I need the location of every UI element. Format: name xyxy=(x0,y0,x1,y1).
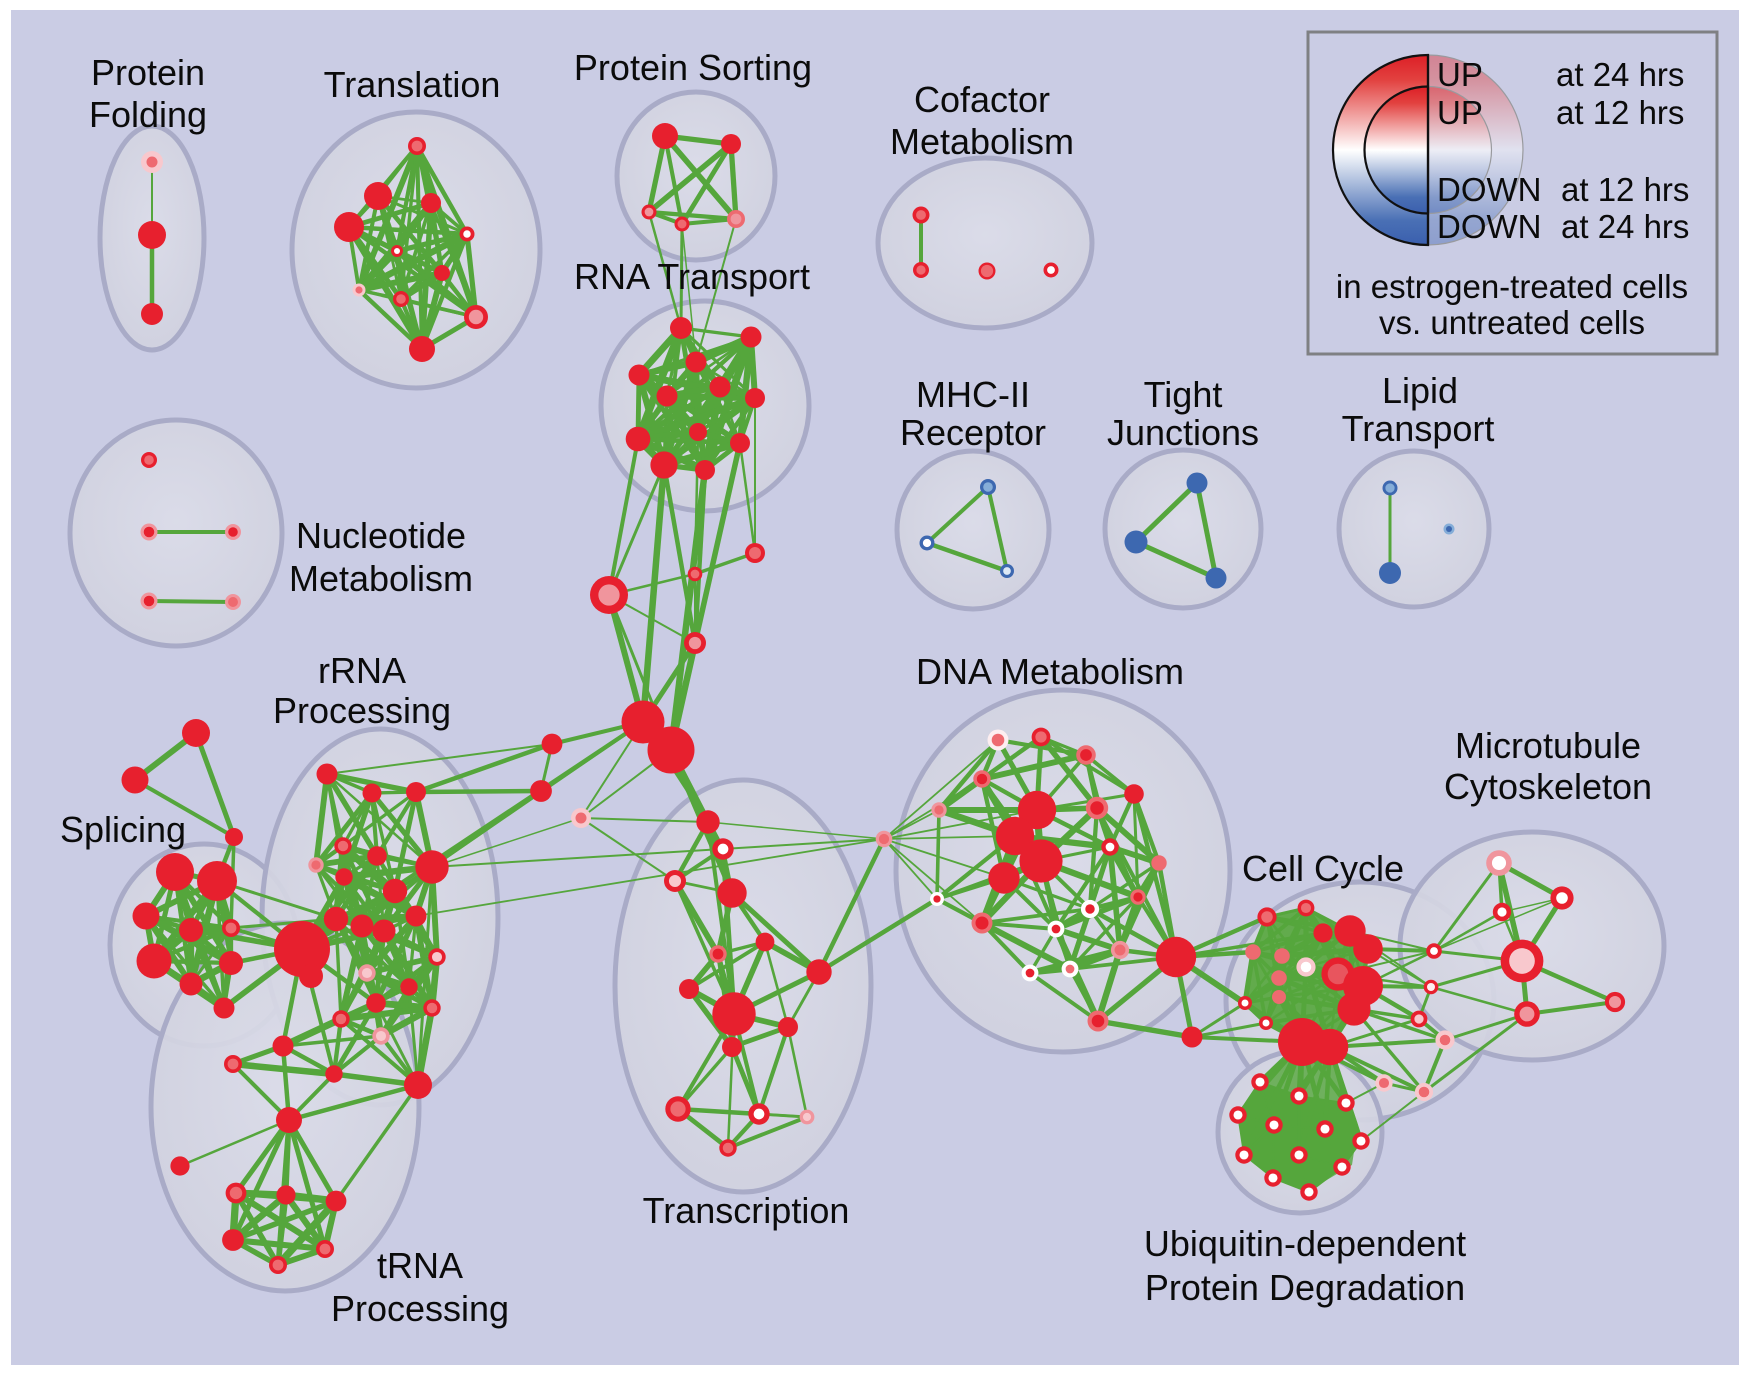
svg-text:tRNA: tRNA xyxy=(377,1245,463,1286)
svg-text:UP: UP xyxy=(1437,56,1483,93)
svg-text:in estrogen-treated cells: in estrogen-treated cells xyxy=(1336,268,1688,305)
svg-text:at 12 hrs: at 12 hrs xyxy=(1556,94,1684,131)
svg-text:Protein Sorting: Protein Sorting xyxy=(574,47,812,88)
svg-text:Splicing: Splicing xyxy=(60,809,186,850)
svg-text:Ubiquitin-dependent: Ubiquitin-dependent xyxy=(1144,1223,1466,1264)
svg-text:at 12 hrs: at 12 hrs xyxy=(1561,171,1689,208)
svg-text:at 24 hrs: at 24 hrs xyxy=(1556,56,1684,93)
svg-text:vs. untreated cells: vs. untreated cells xyxy=(1379,304,1645,341)
svg-text:Cell Cycle: Cell Cycle xyxy=(1242,848,1404,889)
svg-text:Nucleotide: Nucleotide xyxy=(296,515,466,556)
svg-text:Tight: Tight xyxy=(1144,374,1223,415)
svg-text:Processing: Processing xyxy=(331,1288,509,1329)
svg-text:DOWN: DOWN xyxy=(1437,208,1541,245)
svg-text:at 24 hrs: at 24 hrs xyxy=(1561,208,1689,245)
svg-text:Protein: Protein xyxy=(91,52,205,93)
svg-text:Lipid: Lipid xyxy=(1382,370,1458,411)
svg-text:Cofactor: Cofactor xyxy=(914,79,1050,120)
svg-text:DNA Metabolism: DNA Metabolism xyxy=(916,651,1184,692)
svg-text:UP: UP xyxy=(1437,94,1483,131)
svg-text:Folding: Folding xyxy=(89,94,207,135)
svg-text:RNA Transport: RNA Transport xyxy=(574,256,810,297)
svg-text:Transport: Transport xyxy=(1342,408,1495,449)
svg-text:Cytoskeleton: Cytoskeleton xyxy=(1444,766,1652,807)
svg-text:Junctions: Junctions xyxy=(1107,412,1259,453)
svg-text:DOWN: DOWN xyxy=(1437,171,1541,208)
svg-text:Transcription: Transcription xyxy=(643,1190,850,1231)
svg-text:MHC-II: MHC-II xyxy=(916,374,1030,415)
svg-text:Metabolism: Metabolism xyxy=(289,558,473,599)
svg-text:Translation: Translation xyxy=(324,64,501,105)
svg-text:Receptor: Receptor xyxy=(900,412,1046,453)
svg-text:Processing: Processing xyxy=(273,690,451,731)
svg-text:Metabolism: Metabolism xyxy=(890,121,1074,162)
svg-text:Microtubule: Microtubule xyxy=(1455,725,1641,766)
svg-text:Protein Degradation: Protein Degradation xyxy=(1145,1267,1465,1308)
svg-text:rRNA: rRNA xyxy=(318,650,406,691)
